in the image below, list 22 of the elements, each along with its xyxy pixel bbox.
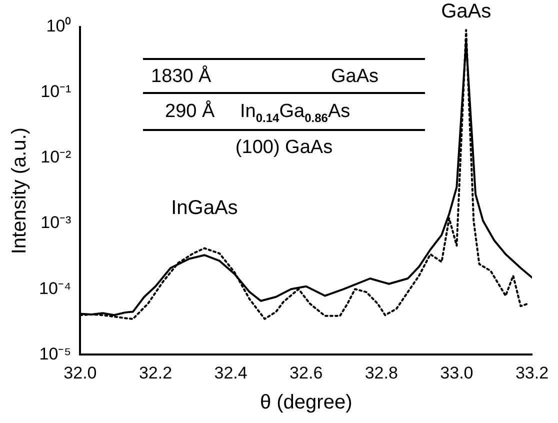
annotation: 290 Å	[165, 101, 215, 122]
y-tick-label: 10⁻⁴	[38, 278, 72, 298]
annotation: (100) GaAs	[234, 137, 334, 158]
y-tick-label: 10⁰	[46, 16, 72, 36]
annotation: In$_{0.14}$Ga$_{0.86}$As	[240, 101, 350, 125]
x-tick-label: 33.2	[515, 363, 549, 382]
x-tick-label: 32.6	[290, 363, 323, 382]
y-axis-title: Intensity (a.u.)	[8, 127, 31, 254]
annotation: InGaAs	[171, 196, 238, 219]
y-tick-label: 10⁻¹	[40, 82, 72, 102]
y-tick-label: 10⁻³	[40, 213, 72, 232]
annotation: GaAs	[331, 66, 379, 87]
y-tick-label: 10⁻²	[40, 148, 72, 167]
x-tick-label: 32.8	[364, 363, 398, 382]
annotation: 1830 Å	[151, 66, 212, 87]
x-tick-label: 33.0	[440, 363, 474, 382]
x-tick-label: 32.2	[138, 363, 172, 382]
x-axis-title: θ (degree)	[260, 392, 352, 414]
x-tick-label: 32.4	[214, 363, 248, 382]
x-tick-label: 32.0	[64, 363, 97, 382]
annotation: GaAs	[441, 0, 492, 23]
y-tick-label: 10⁻⁵	[39, 344, 72, 364]
